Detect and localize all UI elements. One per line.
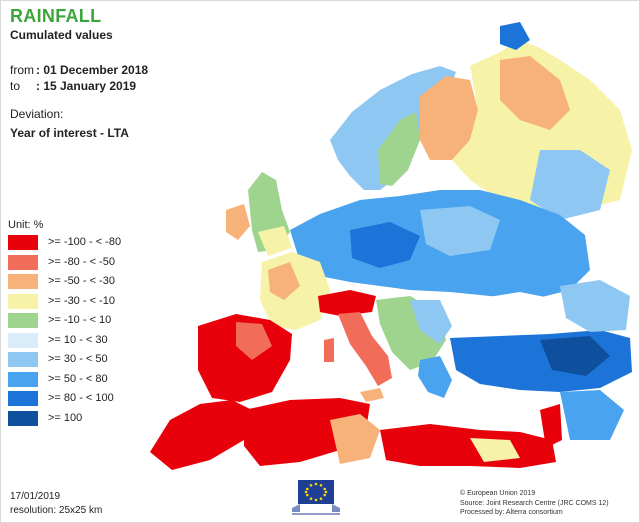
region-italy — [338, 312, 392, 386]
region-sardinia — [324, 338, 334, 362]
legend-swatch — [8, 313, 38, 328]
legend-swatch — [8, 410, 38, 426]
period-to-label: to — [10, 79, 21, 93]
legend-row: >= -50 - < -30 — [8, 274, 150, 294]
region-morocco — [150, 400, 252, 470]
resolution-text: resolution: 25x25 km — [10, 505, 103, 516]
region-caucasus — [560, 280, 630, 332]
map-subtitle: Cumulated values — [10, 28, 113, 42]
eu-stars-icon — [304, 482, 328, 502]
period-from-value: : 01 December 2018 — [36, 63, 149, 77]
region-turkey — [450, 330, 632, 392]
legend-swatch — [8, 332, 38, 348]
legend-row: >= 10 - < 30 — [8, 332, 150, 353]
legend-swatch — [8, 235, 38, 250]
legend-row: >= 100 — [8, 410, 150, 431]
region-finland — [420, 76, 478, 160]
legend-label: >= -100 - < -80 — [48, 236, 122, 248]
legend-row: >= 50 - < 80 — [8, 371, 150, 392]
legend-label: >= -80 - < -50 — [48, 255, 115, 268]
legend-row: >= -10 - < 10 — [8, 313, 150, 333]
legend-swatch — [8, 352, 38, 367]
region-poland-blue — [420, 206, 500, 256]
deviation-label: Deviation: — [10, 107, 64, 121]
region-iberia — [198, 314, 292, 402]
legend-row: >= -30 - < -10 — [8, 293, 150, 314]
legend-label: >= 100 — [48, 411, 83, 424]
period-from: from: 01 December 2018 — [10, 62, 148, 78]
period-block: from: 01 December 2018 to : 15 January 20… — [10, 62, 148, 94]
legend-label: >= 30 - < 50 — [48, 353, 108, 365]
legend-label: >= -30 - < -10 — [48, 294, 115, 307]
deviation-value: Year of interest - LTA — [10, 126, 129, 140]
region-egypt-yellow — [470, 438, 520, 462]
region-iberia-lighter — [236, 322, 272, 360]
region-greece — [418, 356, 452, 398]
period-from-label: from — [10, 63, 34, 77]
european-commission-logo — [292, 480, 340, 515]
legend-title: Unit: % — [8, 219, 44, 231]
map-title: RAINFALL — [10, 6, 102, 26]
credits: © European Union 2019 Source: Joint Rese… — [460, 489, 609, 518]
region-sicily — [360, 388, 384, 402]
region-kola-blue — [500, 22, 530, 50]
legend-label: >= 10 - < 30 — [48, 333, 108, 346]
ec-building-icon — [292, 504, 340, 512]
legend-swatch — [8, 391, 38, 406]
legend-label: >= 80 - < 100 — [48, 392, 114, 404]
period-to: to : 15 January 2019 — [10, 78, 148, 94]
region-france-orange — [268, 262, 300, 300]
legend-row: >= 30 - < 50 — [8, 352, 150, 372]
credit-source: Source: Joint Research Centre (JRC COMS … — [460, 499, 609, 507]
region-russia-orange — [500, 56, 570, 130]
region-north-africa-orange — [330, 414, 380, 464]
legend-row: >= -100 - < -80 — [8, 235, 150, 255]
legend-row: >= -80 - < -50 — [8, 254, 150, 275]
legend-label: >= -50 - < -30 — [48, 275, 115, 287]
region-russia-blue — [530, 150, 610, 220]
region-central-dark — [350, 222, 420, 268]
region-turkey-dark — [540, 336, 610, 376]
region-middle-east-blue — [560, 390, 624, 440]
legend-label: >= 50 - < 80 — [48, 372, 108, 385]
legend: Unit: % >= -100 - < -80 >= -80 - < -50 >… — [8, 219, 150, 430]
region-balkans-blue — [410, 300, 452, 344]
period-to-value: : 15 January 2019 — [36, 79, 137, 93]
legend-swatch — [8, 371, 38, 387]
region-black-sea — [470, 292, 570, 332]
credit-processed: Processed by: Alterra consortium — [460, 509, 563, 516]
legend-label: >= -10 - < 10 — [48, 314, 112, 326]
region-ireland — [226, 204, 250, 240]
region-britain-south — [258, 226, 292, 256]
credit-copyright: © European Union 2019 — [460, 490, 536, 497]
region-levant — [540, 404, 562, 448]
region-libya-egypt — [380, 424, 556, 468]
legend-swatch — [8, 293, 38, 309]
region-sweden-south — [378, 112, 420, 186]
issue-date: 17/01/2019 — [10, 491, 61, 502]
legend-row: >= 80 - < 100 — [8, 391, 150, 411]
legend-swatch — [8, 274, 38, 289]
region-alps — [318, 290, 376, 316]
legend-swatch — [8, 254, 38, 270]
